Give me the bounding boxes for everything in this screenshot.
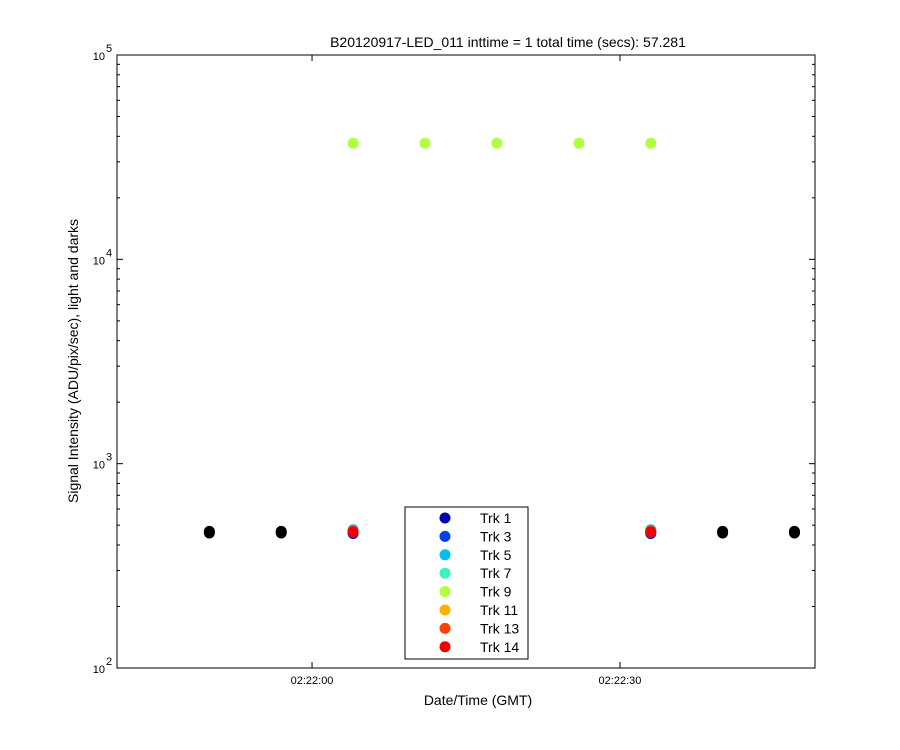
- legend-marker: [439, 549, 451, 561]
- y-tick-exponent: 2: [106, 656, 112, 668]
- data-points: [203, 137, 800, 540]
- y-tick-label: 10: [93, 460, 105, 472]
- legend-box: [404, 506, 529, 660]
- legend: Trk 1 Trk 3 Trk 5 Trk 7 Trk 9 Trk 11 Trk 13 Trk…: [404, 506, 529, 660]
- point-trk-9: [347, 137, 359, 149]
- point-trk-9: [491, 137, 503, 149]
- legend-entry: Trk 11: [439, 602, 518, 618]
- legend-marker: [439, 586, 451, 598]
- point-trk-9: [645, 137, 657, 149]
- y-tick-label: 10: [93, 664, 105, 676]
- legend-entry: Trk 14: [439, 639, 519, 655]
- y-tick-exponent: 3: [106, 452, 112, 464]
- point-dark: [788, 525, 800, 537]
- legend-label: Trk 13: [480, 620, 519, 636]
- legend-label: Trk 1: [480, 510, 512, 526]
- legend-entry: Trk 7: [439, 565, 512, 581]
- y-tick-exponent: 5: [106, 43, 112, 55]
- chart-title: B20120917-LED_011 inttime = 1 total time…: [330, 34, 686, 50]
- legend-entry: Trk 3: [439, 528, 512, 544]
- legend-label: Trk 3: [480, 528, 512, 544]
- legend-label: Trk 5: [480, 547, 512, 563]
- legend-entry: Trk 13: [439, 620, 519, 636]
- point-trk-9: [573, 137, 585, 149]
- point-dark: [275, 525, 287, 537]
- point-dark: [717, 525, 729, 537]
- y-tick-label: 10: [93, 255, 105, 267]
- legend-marker: [439, 604, 451, 616]
- legend-label: Trk 11: [480, 602, 518, 618]
- legend-label: Trk 9: [480, 584, 512, 600]
- legend-entry: Trk 5: [439, 547, 512, 563]
- legend-marker: [439, 512, 451, 524]
- y-tick-label: 10: [93, 51, 105, 63]
- legend-marker: [439, 641, 451, 653]
- legend-marker: [439, 622, 451, 634]
- y-axis-label: Signal Intensity (ADU/pix/sec), light an…: [65, 219, 81, 503]
- legend-entry: Trk 9: [439, 584, 512, 600]
- point-dark: [203, 525, 215, 537]
- legend-label: Trk 7: [480, 565, 512, 581]
- legend-label: Trk 14: [480, 639, 519, 655]
- legend-entry: Trk 1: [439, 510, 512, 526]
- x-tick-label: 02:22:30: [599, 675, 642, 687]
- point-trk-9: [419, 137, 431, 149]
- point-trk-14: [645, 526, 657, 538]
- y-tick-exponent: 4: [106, 247, 112, 259]
- legend-marker: [439, 567, 451, 579]
- x-axis-label: Date/Time (GMT): [424, 692, 532, 708]
- x-tick-label: 02:22:00: [291, 675, 334, 687]
- point-trk-14: [347, 526, 359, 538]
- legend-marker: [439, 530, 451, 542]
